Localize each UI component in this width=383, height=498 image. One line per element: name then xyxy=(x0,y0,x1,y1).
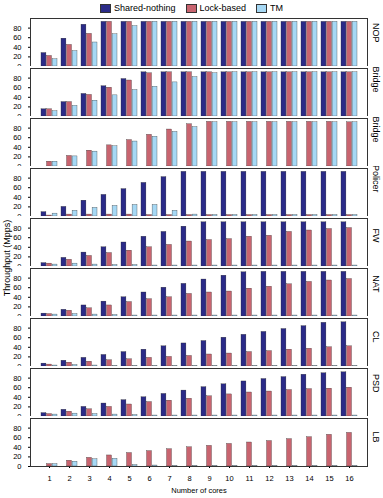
html-text:Shared-nothing: Shared-nothing xyxy=(114,2,176,13)
svg-text:40: 40 xyxy=(13,293,21,302)
svg-text:20: 20 xyxy=(13,452,21,461)
svg-text:40: 40 xyxy=(13,243,21,252)
svg-text:60: 60 xyxy=(13,383,21,392)
svg-text:0: 0 xyxy=(17,262,21,266)
html-text:TM: TM xyxy=(270,2,283,13)
svg-text:14: 14 xyxy=(305,474,313,483)
svg-text:60: 60 xyxy=(13,233,21,242)
svg-text:NOP: NOP xyxy=(371,23,381,43)
svg-text:80: 80 xyxy=(13,324,21,333)
svg-text:80: 80 xyxy=(13,24,21,33)
svg-text:CL: CL xyxy=(371,331,381,343)
svg-text:0: 0 xyxy=(17,412,21,416)
svg-text:60: 60 xyxy=(13,333,21,342)
svg-text:16: 16 xyxy=(345,474,353,483)
svg-text:80: 80 xyxy=(13,124,21,133)
html-text:Throughput (Mpps): Throughput (Mpps) xyxy=(2,219,12,297)
svg-text:11: 11 xyxy=(246,474,254,483)
svg-text:20: 20 xyxy=(13,202,21,211)
svg-text:0: 0 xyxy=(17,312,21,316)
svg-text:15: 15 xyxy=(325,474,333,483)
svg-text:FW: FW xyxy=(371,229,381,243)
svg-text:40: 40 xyxy=(13,343,21,352)
svg-text:20: 20 xyxy=(13,352,21,361)
svg-text:4: 4 xyxy=(107,474,111,483)
svg-text:80: 80 xyxy=(13,174,21,183)
svg-text:80: 80 xyxy=(13,224,21,233)
svg-text:10: 10 xyxy=(225,474,233,483)
svg-text:20: 20 xyxy=(13,402,21,411)
svg-text:0: 0 xyxy=(17,212,21,216)
svg-text:DBridge: DBridge xyxy=(371,116,381,143)
svg-text:40: 40 xyxy=(13,443,21,452)
svg-text:Policer: Policer xyxy=(371,166,381,193)
svg-text:60: 60 xyxy=(13,33,21,42)
svg-text:2: 2 xyxy=(67,474,71,483)
svg-text:5: 5 xyxy=(127,474,131,483)
svg-text:20: 20 xyxy=(13,52,21,61)
svg-text:6: 6 xyxy=(147,474,151,483)
svg-text:PSD: PSD xyxy=(371,374,381,393)
svg-text:13: 13 xyxy=(285,474,293,483)
svg-text:8: 8 xyxy=(187,474,191,483)
svg-text:20: 20 xyxy=(13,252,21,261)
svg-text:0: 0 xyxy=(17,112,21,116)
svg-text:7: 7 xyxy=(167,474,171,483)
svg-text:40: 40 xyxy=(13,193,21,202)
svg-text:60: 60 xyxy=(13,283,21,292)
svg-text:SBridge: SBridge xyxy=(371,66,381,93)
svg-text:20: 20 xyxy=(13,152,21,161)
svg-text:60: 60 xyxy=(13,133,21,142)
svg-text:0: 0 xyxy=(17,462,21,471)
svg-text:0: 0 xyxy=(17,62,21,66)
svg-text:80: 80 xyxy=(13,74,21,83)
svg-text:80: 80 xyxy=(13,274,21,283)
svg-text:0: 0 xyxy=(17,162,21,166)
svg-text:80: 80 xyxy=(13,374,21,383)
svg-text:Number of cores: Number of cores xyxy=(171,486,227,495)
svg-text:0: 0 xyxy=(17,362,21,366)
svg-text:20: 20 xyxy=(13,102,21,111)
svg-text:40: 40 xyxy=(13,43,21,52)
svg-text:20: 20 xyxy=(13,302,21,311)
svg-text:60: 60 xyxy=(13,83,21,92)
svg-text:80: 80 xyxy=(13,424,21,433)
svg-text:60: 60 xyxy=(13,183,21,192)
svg-text:40: 40 xyxy=(13,393,21,402)
svg-text:3: 3 xyxy=(87,474,91,483)
svg-text:NAT: NAT xyxy=(371,275,381,293)
html-text:Lock-based: Lock-based xyxy=(199,2,246,13)
svg-text:40: 40 xyxy=(13,93,21,102)
svg-text:60: 60 xyxy=(13,433,21,442)
svg-text:LB: LB xyxy=(371,431,381,442)
svg-text:1: 1 xyxy=(47,474,51,483)
svg-text:9: 9 xyxy=(207,474,211,483)
svg-text:40: 40 xyxy=(13,143,21,152)
svg-text:12: 12 xyxy=(265,474,273,483)
